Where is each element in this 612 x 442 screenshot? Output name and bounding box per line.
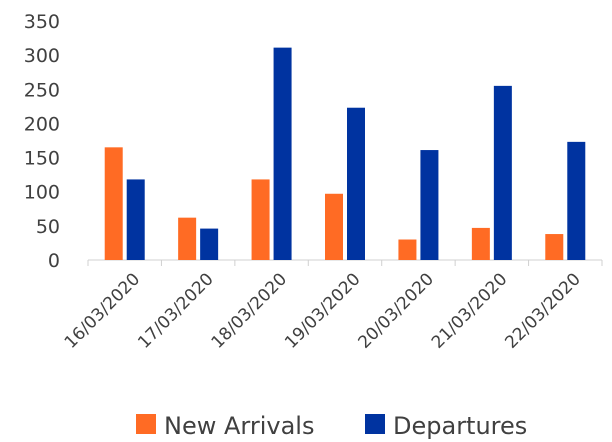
bar-departures xyxy=(493,85,512,260)
x-tick-label: 16/03/2020 xyxy=(61,269,144,352)
legend-label-new-arrivals: New Arrivals xyxy=(164,412,314,440)
legend-swatch-departures xyxy=(365,414,385,434)
bar-new-arrivals xyxy=(104,147,123,260)
y-tick-label: 200 xyxy=(24,113,60,135)
bars xyxy=(104,47,586,261)
y-tick-label: 250 xyxy=(24,79,60,101)
legend: New Arrivals Departures xyxy=(136,412,527,440)
y-tick-label: 50 xyxy=(36,216,60,238)
bar-departures xyxy=(126,179,145,260)
x-tick-label: 19/03/2020 xyxy=(281,269,364,352)
x-tick-label: 22/03/2020 xyxy=(501,269,584,352)
legend-label-departures: Departures xyxy=(393,412,527,440)
y-tick-label: 150 xyxy=(24,148,60,170)
bar-new-arrivals xyxy=(398,239,417,260)
x-tick-label: 20/03/2020 xyxy=(355,269,438,352)
y-tick-label: 350 xyxy=(24,11,60,33)
x-tick-label: 18/03/2020 xyxy=(208,269,291,352)
y-tick-label: 100 xyxy=(24,182,60,204)
bar-new-arrivals xyxy=(545,234,564,260)
bar-new-arrivals xyxy=(471,227,490,260)
bar-departures xyxy=(567,141,586,260)
bar-new-arrivals xyxy=(178,217,197,260)
bar-departures xyxy=(200,228,219,260)
x-tick-label: 17/03/2020 xyxy=(134,269,217,352)
legend-swatch-new-arrivals xyxy=(136,414,156,434)
bar-departures xyxy=(347,107,365,260)
y-axis-tick-labels: 0 50 100 150 200 250 300 350 xyxy=(24,11,60,272)
x-axis: 16/03/202017/03/202018/03/202019/03/2020… xyxy=(61,259,603,353)
y-tick-label: 0 xyxy=(48,250,60,272)
bar-departures xyxy=(420,150,439,260)
bar-new-arrivals xyxy=(251,179,270,260)
bar-new-arrivals xyxy=(325,193,343,260)
x-tick-label: 21/03/2020 xyxy=(428,269,511,352)
y-tick-label: 300 xyxy=(24,45,60,67)
bar-departures xyxy=(273,47,292,261)
